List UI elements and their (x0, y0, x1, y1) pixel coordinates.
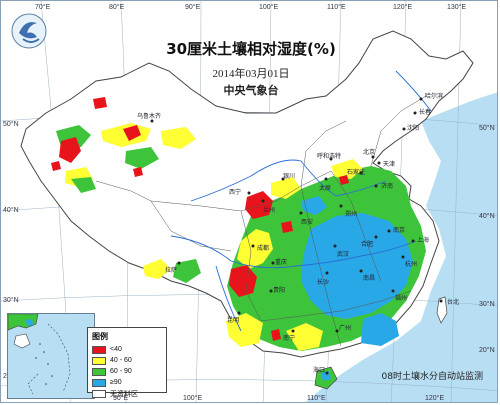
legend-item-40-60: 40 - 60 (92, 355, 162, 366)
legend-item-no-data: 无资料区 (92, 388, 162, 399)
city-label-shenyang: 沈阳 (407, 125, 420, 132)
legend-item-lt40: <40 (92, 344, 162, 355)
sea-area (305, 92, 497, 402)
tick-bottom-90e: 90°E (113, 395, 129, 402)
tick-left-50n: 50°N (3, 121, 19, 128)
legend-label: 无资料区 (110, 390, 138, 398)
cma-logo-icon (11, 13, 47, 49)
city-label-lanzhou: 兰州 (263, 207, 276, 214)
legend-label: 60 - 90 (110, 368, 132, 375)
city-label-nanjing: 南京 (393, 227, 406, 234)
tick-right-40n: 40°N (479, 213, 495, 220)
city-label-taiyuan: 太原 (319, 185, 332, 192)
city-label-kunming: 昆明 (227, 317, 240, 324)
tick-left-40n: 40°N (3, 207, 19, 214)
tick-bottom-100e: 100°E (183, 395, 203, 402)
city-dots (150, 97, 443, 375)
tick-right-30n: 30°N (479, 301, 495, 308)
legend-swatch-yellow (92, 356, 106, 365)
city-label-guiyang: 贵阳 (273, 287, 286, 294)
city-label-changchun: 长春 (419, 109, 432, 116)
rivers (170, 70, 432, 332)
tick-right-50n: 50°N (479, 125, 495, 132)
city-label-hefei: 合肥 (361, 241, 374, 248)
tick-left-30n: 30°N (3, 297, 19, 304)
city-label-harbin: 哈尔滨 (425, 93, 444, 100)
city-label-zhengzhou: 郑州 (345, 211, 358, 218)
tick-top-120e: 120°E (393, 4, 413, 11)
moisture-fields (51, 97, 448, 390)
map-title: 30厘米土壤相对湿度(%) (166, 40, 336, 58)
tick-top-110e: 110°E (327, 4, 346, 11)
city-label-nanchang: 南昌 (363, 275, 376, 282)
legend-swatch-white (92, 389, 106, 398)
tick-top-80e: 80°E (109, 4, 125, 11)
city-label-hangzhou: 杭州 (405, 261, 418, 268)
inset-map (7, 313, 94, 398)
city-label-xian: 西安 (301, 219, 314, 226)
legend-label: ≥90 (110, 379, 122, 386)
city-label-xining: 西宁 (229, 189, 242, 196)
city-label-yinchuan: 银川 (283, 173, 296, 180)
province-borders (95, 95, 427, 347)
tick-top-130e: 130°E (447, 4, 467, 11)
city-label-hohhot: 呼和浩特 (317, 153, 342, 160)
data-source-footnote: 08时土壤水分自动站监测 (381, 372, 483, 382)
city-label-nanning: 南宁 (283, 335, 296, 342)
city-label-guangzhou: 广州 (339, 325, 352, 332)
legend-item-ge90: ≥90 (92, 377, 162, 388)
legend: 图例 <40 40 - 60 60 - 90 ≥90 无资料区 (87, 327, 167, 398)
legend-swatch-green (92, 367, 106, 376)
map-date: 2014年03月01日 (212, 68, 290, 80)
city-label-haikou: 海口 (313, 367, 326, 374)
city-label-lhasa: 拉萨 (165, 267, 178, 274)
tick-top-100e: 100°E (259, 4, 279, 11)
legend-item-60-90: 60 - 90 (92, 366, 162, 377)
legend-label: 40 - 60 (110, 357, 132, 364)
tick-bottom-120e: 120°E (425, 395, 445, 402)
city-label-beijing: 北京 (363, 149, 376, 156)
city-label-chengdu: 成都 (257, 245, 270, 252)
city-label-shijiazhuang: 石家庄 (347, 169, 366, 176)
tick-bottom-110e: 110°E (307, 395, 326, 402)
city-label-taibei: 台北 (447, 299, 460, 306)
tick-top-70e: 70°E (35, 4, 51, 11)
legend-swatch-blue (92, 378, 106, 387)
legend-title: 图例 (92, 332, 108, 341)
city-label-tianjin: 天津 (383, 161, 396, 168)
organization-name: 中央气象台 (223, 84, 279, 97)
legend-swatch-red (92, 345, 106, 354)
tick-right-20n: 20°N (479, 347, 495, 354)
city-label-jinan: 济南 (381, 183, 394, 190)
city-label-wuhan: 武汉 (337, 251, 350, 258)
city-label-shanghai: 上海 (417, 237, 430, 244)
tick-top-90e: 90°E (185, 4, 201, 11)
south-china-sea-inset (7, 313, 95, 399)
city-label-urumqi: 乌鲁木齐 (137, 113, 162, 120)
legend-label: <40 (110, 346, 122, 353)
city-label-changsha: 长沙 (317, 279, 330, 286)
city-label-chongqing: 重庆 (275, 259, 288, 266)
city-label-fuzhou: 福州 (395, 295, 408, 302)
